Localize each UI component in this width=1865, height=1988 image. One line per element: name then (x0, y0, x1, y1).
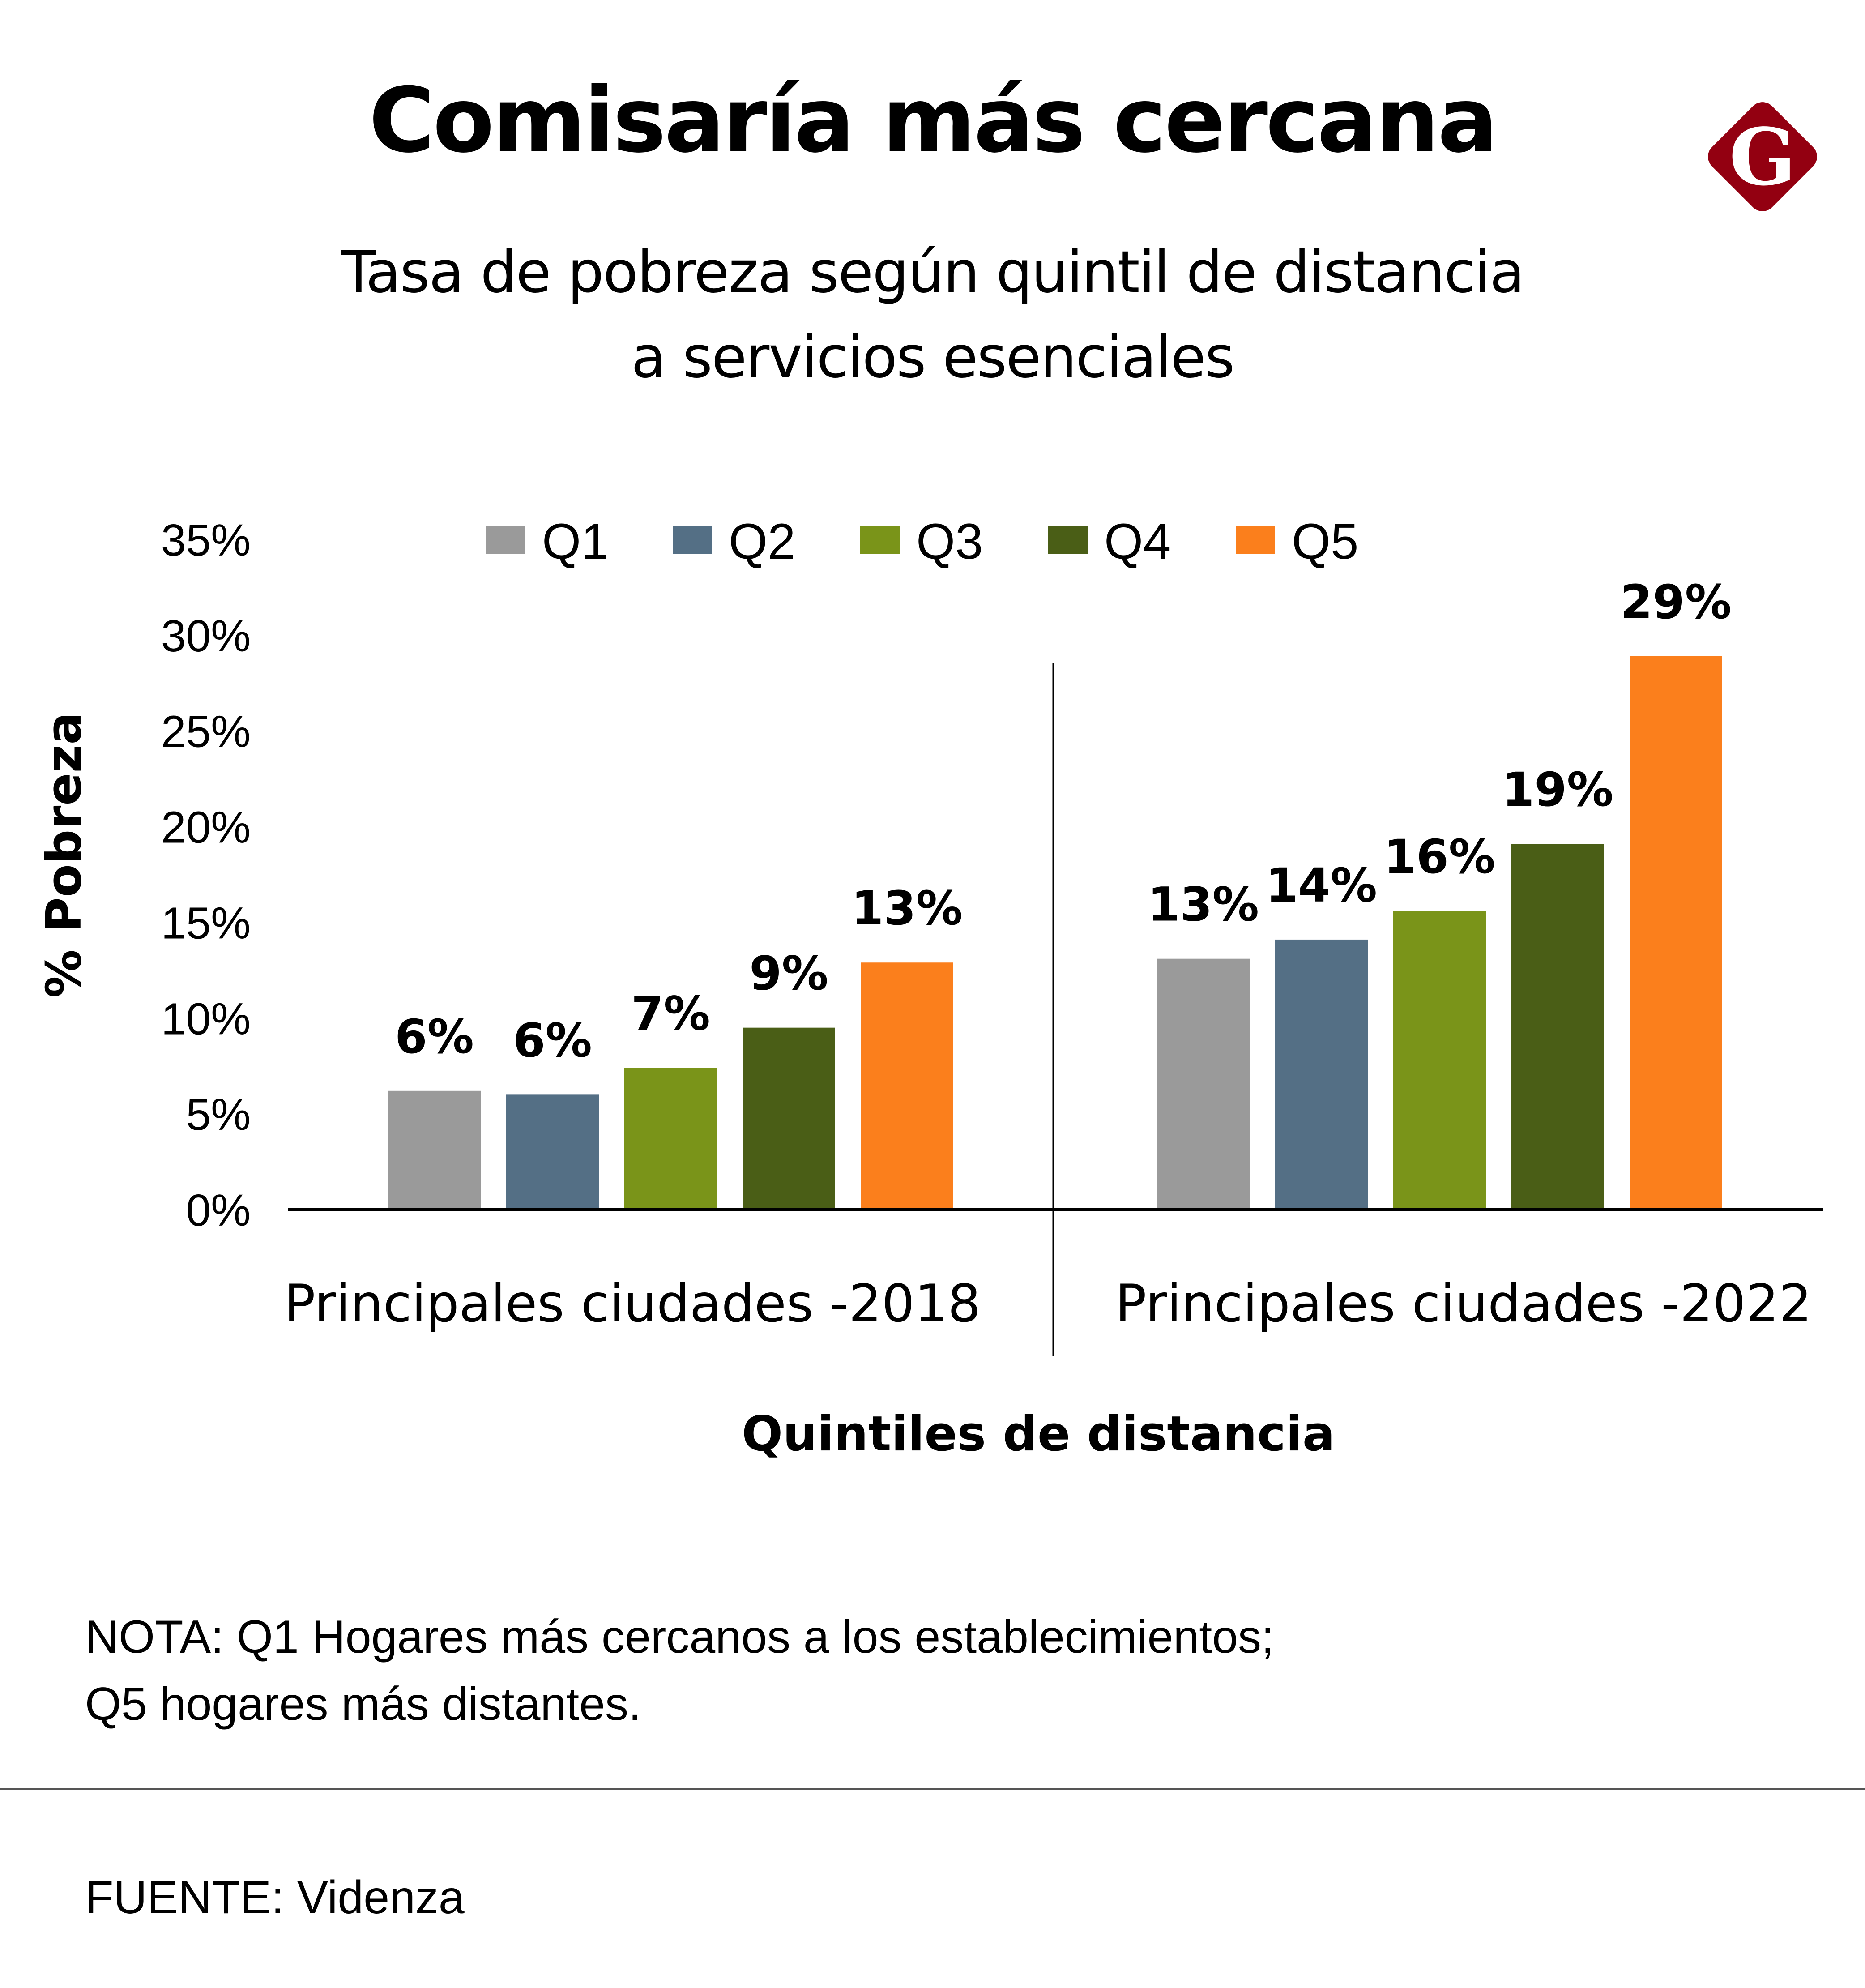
legend-label: Q2 (729, 513, 795, 569)
legend-item-q4: Q4 (1048, 513, 1171, 569)
bar-q2-2018 (506, 1094, 599, 1210)
category-label: Principales ciudades -2018 (284, 1274, 981, 1334)
gestion-logo-icon: G (1708, 102, 1817, 211)
data-label: 13% (851, 881, 963, 936)
bar-q1-2022 (1157, 958, 1250, 1210)
y-axis-title: % Pobreza (36, 712, 92, 998)
legend-swatch (860, 526, 900, 554)
bar-q3-2022 (1393, 911, 1486, 1210)
chart-subtitle-line-2: a servicios esenciales (631, 324, 1235, 391)
bar-q3-2018 (624, 1068, 717, 1210)
legend-item-q3: Q3 (860, 513, 983, 569)
y-tick-label: 20% (161, 803, 251, 853)
bar-q4-2022 (1511, 844, 1604, 1210)
data-label: 14% (1266, 858, 1377, 913)
legend-swatch (1048, 526, 1088, 554)
legend: Q1 Q2 Q3 Q4 Q5 (486, 513, 1358, 569)
bar-q1-2018 (388, 1090, 481, 1210)
legend-item-q5: Q5 (1236, 513, 1358, 569)
bar-q5-2022 (1630, 656, 1722, 1210)
data-label: 7% (631, 986, 710, 1041)
legend-swatch (486, 526, 525, 554)
bar-q2-2022 (1275, 939, 1368, 1210)
source-text: FUENTE: Videnza (85, 1872, 465, 1924)
category-labels: Principales ciudades -2018 Principales ci… (284, 1274, 1812, 1334)
bar-q4-2018 (743, 1027, 835, 1210)
data-label: 16% (1384, 829, 1495, 884)
data-label: 13% (1148, 877, 1259, 932)
footer-divider (0, 1788, 1865, 1790)
y-axis-ticks: 0% 5% 10% 15% 20% 25% 30% 35% (161, 515, 251, 1236)
category-label: Principales ciudades -2022 (1115, 1274, 1812, 1334)
chart-subtitle-line-1: Tasa de pobreza según quintil de distanc… (341, 239, 1525, 306)
data-label: 9% (749, 946, 828, 1001)
data-label: 6% (513, 1013, 592, 1068)
legend-label: Q4 (1104, 513, 1171, 569)
legend-label: Q5 (1292, 513, 1358, 569)
logo-diamond (1708, 102, 1817, 211)
y-tick-label: 35% (161, 515, 251, 565)
bar-q5-2018 (861, 962, 953, 1210)
y-tick-label: 25% (161, 707, 251, 757)
y-tick-label: 10% (161, 994, 251, 1044)
y-tick-label: 5% (186, 1090, 251, 1140)
bars (388, 656, 1722, 1210)
legend-swatch (1236, 526, 1275, 554)
note-line-2: Q5 hogares más distantes. (85, 1678, 641, 1730)
data-labels: 6% 6% 7%9%13% 13% 14%16%19%29% (395, 575, 1732, 1068)
legend-item-q1: Q1 (486, 513, 609, 569)
data-label: 29% (1620, 575, 1732, 629)
y-tick-label: 15% (161, 898, 251, 948)
note-line-1: NOTA: Q1 Hogares más cercanos a los esta… (85, 1611, 1274, 1663)
legend-label: Q3 (916, 513, 983, 569)
x-axis-title: Quintiles de distancia (742, 1406, 1335, 1462)
y-tick-label: 30% (161, 611, 251, 661)
legend-item-q2: Q2 (673, 513, 795, 569)
data-label: 6% (395, 1009, 474, 1064)
legend-label: Q1 (542, 513, 609, 569)
data-label: 19% (1502, 762, 1613, 817)
logo-letter: G (1729, 111, 1796, 203)
chart-title: Comisaría más cercana (369, 68, 1498, 173)
y-tick-label: 0% (186, 1185, 251, 1236)
legend-swatch (673, 526, 712, 554)
